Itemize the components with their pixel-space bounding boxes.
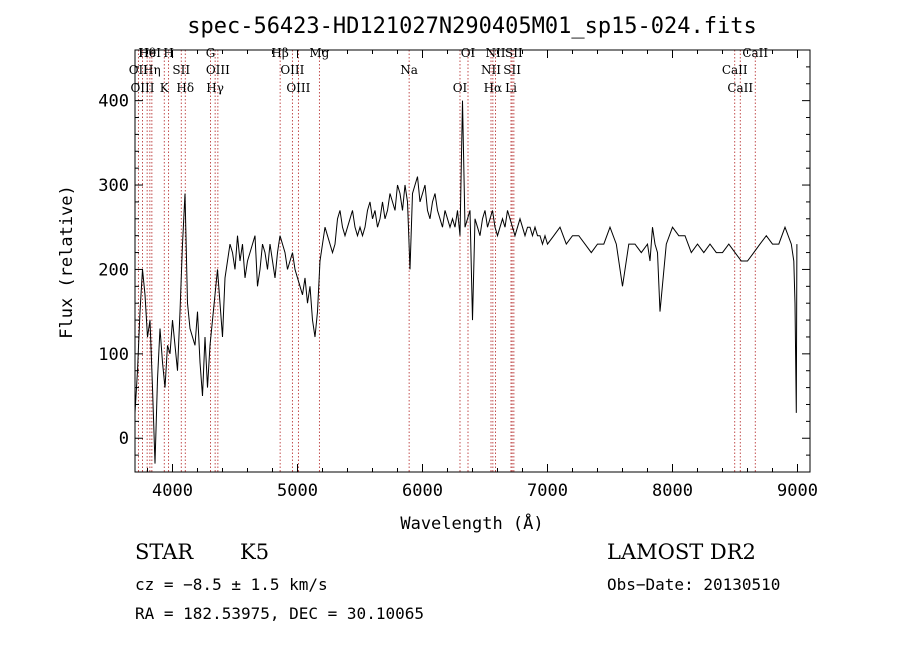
spectral-line-label: OI — [453, 81, 468, 95]
spectral-line-label: H — [163, 46, 173, 60]
spectral-line-label: CaII — [742, 46, 768, 60]
spectral-line-label: HeI — [139, 46, 162, 60]
spectral-line-label: CaII — [722, 63, 748, 77]
spectral-line-label: Hα — [484, 81, 503, 95]
spectral-line-label: G — [206, 46, 216, 60]
observation-date: Obs−Date: 20130510 — [607, 575, 781, 594]
x-tick-label: 4000 — [152, 481, 193, 501]
x-tick-label: 5000 — [277, 481, 318, 501]
coordinates-text: RA = 182.53975, DEC = 30.10065 — [135, 604, 424, 623]
y-axis-ticks: 0 100 200 300 400 — [98, 66, 810, 456]
spectral-line-label: OIII — [280, 63, 304, 77]
y-tick-label: 0 — [119, 429, 129, 449]
y-tick-label: 100 — [98, 345, 129, 365]
spectral-line-label: Mg — [309, 46, 329, 60]
y-axis-label: Flux (relative) — [57, 185, 77, 339]
spectral-line-label: Hβ — [271, 46, 288, 60]
object-subclass: K5 — [240, 540, 270, 564]
spectral-line-label: Hδ — [176, 81, 194, 95]
spectral-line-label: SII — [503, 63, 521, 77]
spectral-line-label: SII — [505, 46, 523, 60]
spectral-line-label: NII — [481, 63, 501, 77]
spectral-line-label: Hγ — [206, 81, 224, 95]
spectrum-series-line — [134, 100, 798, 464]
plot-frame — [134, 49, 811, 473]
spectral-line-label: OIII — [286, 81, 310, 95]
x-tick-label: 7000 — [527, 481, 568, 501]
spectral-line-label: Li — [505, 81, 517, 95]
spectral-line-label: CaII — [727, 81, 753, 95]
spectral-line-markers — [137, 50, 756, 472]
spectral-line-label: OII — [129, 63, 149, 77]
x-axis-ticks: 4000 5000 6000 7000 8000 9000 — [147, 50, 818, 501]
spectral-line-label: OIII — [130, 81, 154, 95]
spectral-line-label: NII — [486, 46, 506, 60]
y-tick-label: 200 — [98, 260, 129, 280]
survey-name: LAMOST DR2 — [607, 540, 756, 564]
spectral-line-label: SII — [172, 63, 190, 77]
spectral-line-label: OI — [461, 46, 476, 60]
y-tick-label: 400 — [98, 92, 129, 112]
redshift-text: cz = −8.5 ± 1.5 km/s — [135, 575, 328, 594]
spectral-line-label: Hη — [143, 63, 161, 77]
x-axis-label: Wavelength (Å) — [400, 512, 543, 534]
object-class: STAR — [135, 540, 194, 564]
y-tick-label: 300 — [98, 176, 129, 196]
spectral-line-label: K — [160, 81, 170, 95]
x-tick-label: 6000 — [402, 481, 443, 501]
x-tick-label: 9000 — [777, 481, 818, 501]
spectral-line-label: OIII — [206, 63, 230, 77]
spectral-line-label: Na — [400, 63, 418, 77]
x-tick-label: 8000 — [652, 481, 693, 501]
spectral-line-labels: HθOIIOIIIHeIHηKHSIIHδGOIIIHγHβOIIIOIIIMg… — [129, 46, 769, 95]
chart-title: spec-56423-HD121027N290405M01_sp15-024.f… — [187, 14, 757, 39]
